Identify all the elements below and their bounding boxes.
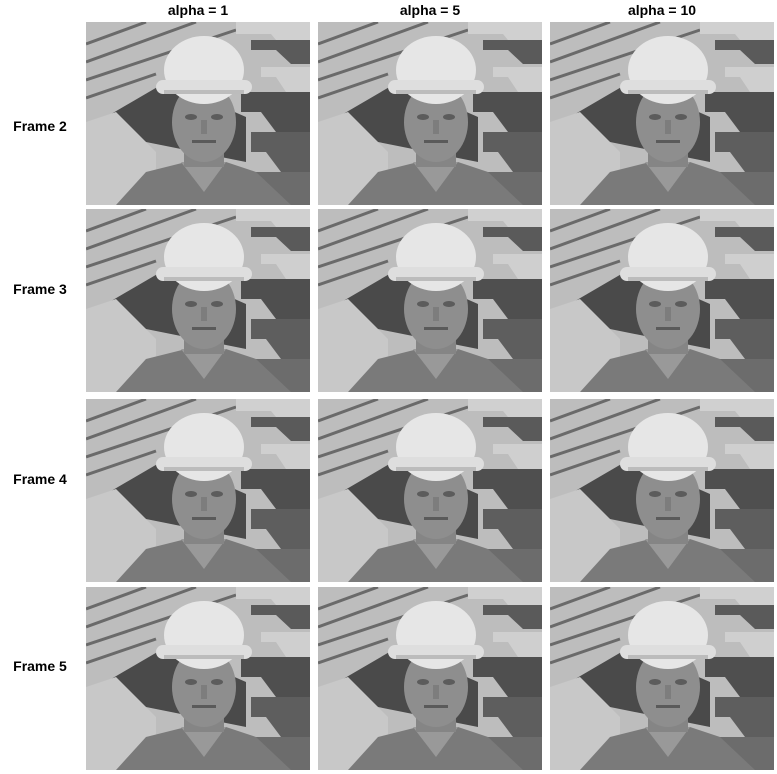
row-label-frame-2: Frame 2 [13, 118, 67, 134]
image-frame-3-alpha-10 [550, 209, 774, 392]
image-frame-4-alpha-10 [550, 399, 774, 582]
image-frame-2-alpha-10 [550, 22, 774, 205]
image-frame-4-alpha-5 [318, 399, 542, 582]
column-header-alpha-5: alpha = 5 [399, 2, 461, 18]
row-label-frame-3: Frame 3 [13, 281, 67, 297]
image-frame-3-alpha-5 [318, 209, 542, 392]
image-frame-5-alpha-10 [550, 587, 774, 770]
column-header-alpha-1: alpha = 1 [167, 2, 229, 18]
row-label-frame-5: Frame 5 [13, 658, 67, 674]
image-frame-3-alpha-1 [86, 209, 310, 392]
column-header-alpha-10: alpha = 10 [627, 2, 697, 18]
image-frame-2-alpha-1 [86, 22, 310, 205]
image-frame-5-alpha-5 [318, 587, 542, 770]
image-frame-5-alpha-1 [86, 587, 310, 770]
row-label-frame-4: Frame 4 [13, 471, 67, 487]
image-frame-4-alpha-1 [86, 399, 310, 582]
image-frame-2-alpha-5 [318, 22, 542, 205]
